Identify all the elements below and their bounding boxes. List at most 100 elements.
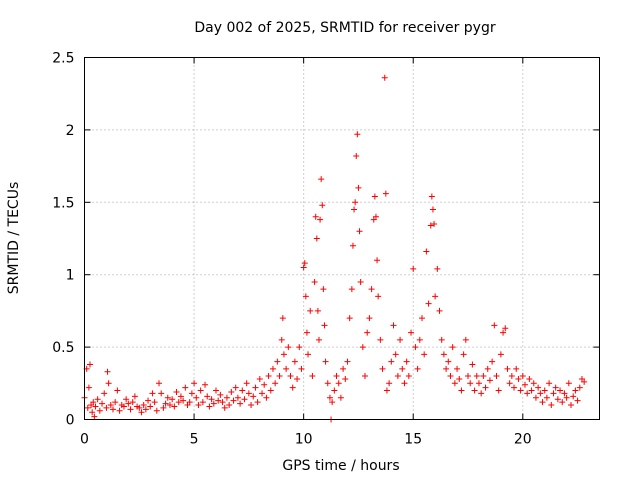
data-point: [300, 264, 307, 271]
data-point: [519, 373, 526, 380]
data-point: [318, 176, 325, 183]
data-point: [107, 402, 114, 409]
data-point: [532, 394, 539, 401]
data-point: [561, 390, 568, 397]
y-tick-label: 0: [66, 413, 75, 429]
data-point: [397, 336, 404, 343]
data-point: [294, 375, 301, 382]
data-point: [392, 351, 399, 358]
data-point: [333, 373, 340, 380]
data-point: [127, 406, 134, 413]
data-point: [208, 396, 215, 403]
data-point: [581, 378, 588, 385]
data-point: [303, 329, 310, 336]
data-point: [366, 315, 373, 322]
data-point: [431, 221, 438, 228]
data-point: [105, 380, 112, 387]
data-point: [186, 399, 193, 406]
tick-labels: 0 0.5 1 1.5 2 2.5 0 5 10 15 20: [52, 51, 531, 448]
data-point: [478, 390, 485, 397]
data-point: [248, 402, 255, 409]
data-point: [267, 387, 274, 394]
data-point: [94, 396, 101, 403]
data-point: [371, 193, 378, 200]
data-point: [377, 336, 384, 343]
data-point: [145, 397, 152, 404]
data-point: [312, 213, 319, 220]
data-point: [120, 403, 127, 410]
data-point: [182, 384, 189, 391]
data-point: [526, 375, 533, 382]
data-point: [322, 358, 329, 365]
data-point: [521, 381, 528, 388]
data-point: [104, 368, 111, 375]
data-point: [359, 344, 366, 351]
data-point: [557, 387, 564, 394]
data-point: [215, 397, 222, 404]
y-tick-label: 2: [66, 123, 75, 139]
data-point: [85, 384, 92, 391]
data-point: [399, 365, 406, 372]
data-point: [436, 307, 443, 314]
data-point: [456, 375, 463, 382]
data-point: [559, 399, 566, 406]
data-point: [326, 394, 333, 401]
x-tick-label: 5: [190, 432, 199, 448]
data-point: [206, 403, 213, 410]
data-point: [162, 400, 169, 407]
data-point: [302, 293, 309, 300]
data-point: [307, 307, 314, 314]
data-point: [199, 399, 206, 406]
data-point: [89, 409, 96, 416]
data-point: [429, 206, 436, 213]
data-point: [252, 384, 259, 391]
chart-title: Day 002 of 2025, SRMTID for receiver pyg…: [194, 20, 495, 36]
data-point: [348, 286, 355, 293]
data-point: [223, 394, 230, 401]
data-point: [401, 380, 408, 387]
data-point: [486, 377, 493, 384]
data-point: [279, 315, 286, 322]
data-point: [414, 365, 421, 372]
data-point: [506, 380, 513, 387]
data-point: [212, 387, 219, 394]
data-point: [495, 387, 502, 394]
data-point: [352, 199, 359, 206]
data-point: [180, 397, 187, 404]
data-point: [482, 384, 489, 391]
data-point: [319, 202, 326, 209]
data-point: [99, 400, 106, 407]
data-point: [500, 329, 507, 336]
data-point: [245, 390, 252, 397]
plot-frame: [84, 57, 600, 420]
data-point: [497, 351, 504, 358]
data-point: [239, 387, 246, 394]
data-point: [351, 206, 358, 213]
data-point: [103, 404, 110, 411]
data-point: [493, 373, 500, 380]
data-point: [263, 394, 270, 401]
data-point: [502, 325, 509, 332]
x-tick-label: 10: [295, 432, 313, 448]
data-point: [541, 387, 548, 394]
data-point: [473, 373, 480, 380]
tick-marks: [84, 57, 600, 420]
data-point: [204, 393, 211, 400]
data-point: [394, 373, 401, 380]
data-point: [574, 397, 581, 404]
data-point: [285, 344, 292, 351]
data-point: [440, 351, 447, 358]
y-tick-label: 0.5: [52, 340, 74, 356]
data-point: [173, 388, 180, 395]
data-point: [469, 361, 476, 368]
data-point: [375, 293, 382, 300]
data-point: [412, 344, 419, 351]
data-point: [434, 265, 441, 272]
data-point: [449, 344, 456, 351]
data-point: [317, 216, 324, 223]
data-point: [92, 403, 99, 410]
x-tick-label: 15: [404, 432, 422, 448]
data-point: [289, 384, 296, 391]
data-point: [568, 402, 575, 409]
